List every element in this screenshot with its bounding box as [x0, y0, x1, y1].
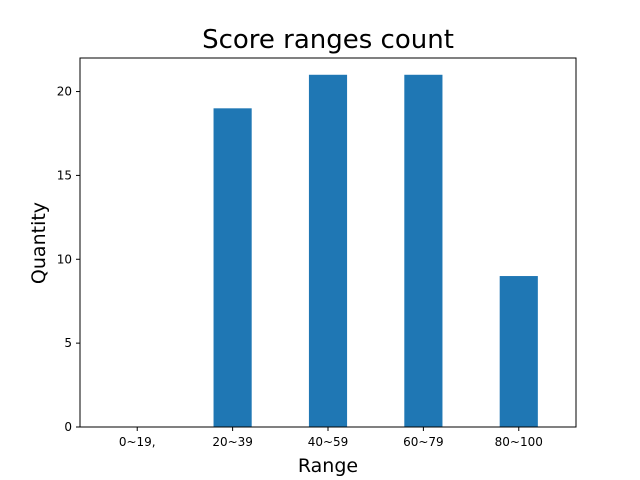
x-tick-label-3: 60~79 — [403, 435, 444, 449]
y-tick-label-1: 5 — [64, 336, 72, 350]
bar-1 — [213, 108, 252, 428]
x-axis-ticks: 0~19, 20~39 40~59 60~79 80~100 — [119, 427, 543, 449]
bar-group — [213, 74, 538, 428]
y-tick-label-2: 10 — [57, 252, 72, 266]
y-tick-label-3: 15 — [57, 168, 72, 182]
y-axis-ticks: 0 5 10 15 20 — [57, 85, 80, 434]
y-tick-label-0: 0 — [64, 420, 72, 434]
bar-2 — [308, 74, 348, 427]
x-tick-label-1: 20~39 — [212, 435, 253, 449]
y-tick-label-4: 20 — [57, 85, 72, 99]
chart-title: Score ranges count — [202, 25, 454, 55]
x-tick-label-0: 0~19, — [119, 435, 156, 449]
bar-3 — [404, 74, 443, 427]
bar-4 — [499, 276, 538, 427]
x-axis-label: Range — [298, 455, 358, 477]
y-axis-label: Quantity — [28, 202, 50, 284]
x-tick-label-2: 40~59 — [308, 435, 349, 449]
x-tick-label-4: 80~100 — [495, 435, 543, 449]
